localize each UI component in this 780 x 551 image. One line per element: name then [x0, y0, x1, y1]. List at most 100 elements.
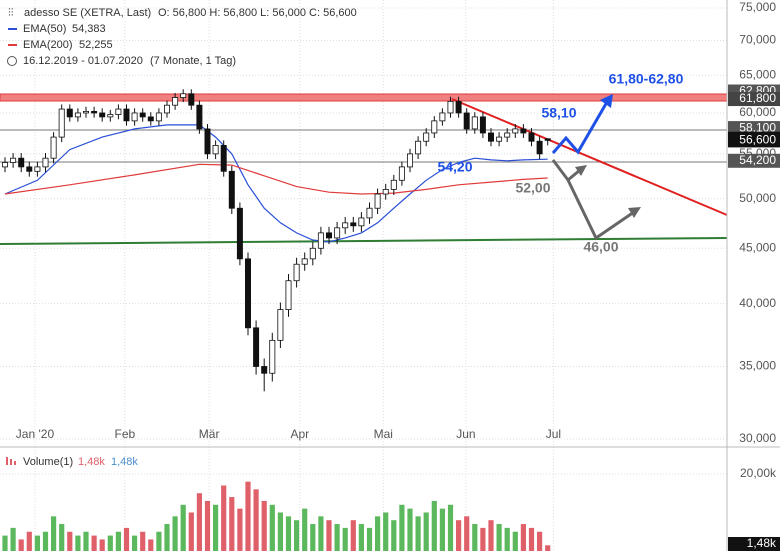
candle-body	[447, 100, 454, 114]
candle-body	[463, 112, 470, 130]
candle-body	[334, 227, 341, 239]
candle-body	[309, 247, 316, 260]
candle-body	[83, 110, 89, 114]
arrow-head	[628, 207, 641, 218]
volume-bar	[42, 531, 49, 551]
candle-body	[504, 132, 511, 138]
candle-body	[261, 366, 268, 374]
price-marker-label: 54,200	[739, 153, 776, 167]
volume-bar	[350, 520, 356, 551]
volume-bar	[99, 539, 105, 551]
candle-body	[2, 162, 8, 168]
volume-bar	[512, 531, 518, 551]
price-marker-label: 61,800	[739, 91, 776, 105]
volume-bar	[196, 493, 202, 551]
y-tick-label: 70,000	[739, 33, 776, 47]
x-tick-label: Feb	[115, 427, 136, 441]
clock-icon	[7, 56, 17, 66]
volume-bar	[51, 516, 57, 551]
candle-body	[253, 327, 260, 367]
x-tick-label: Jan '20	[16, 427, 55, 441]
candle-body	[212, 145, 219, 155]
price-marker-label: 58,100	[739, 120, 776, 134]
volume-bar	[415, 516, 421, 551]
volume-bar	[148, 539, 154, 551]
price-marker-label: 56,600	[739, 133, 776, 147]
volume-bar	[10, 527, 16, 551]
volume-bar	[383, 512, 389, 551]
candle-body	[358, 217, 365, 227]
price-marker	[728, 121, 780, 136]
volume-icon	[10, 459, 12, 465]
candle-body	[269, 339, 276, 374]
volume-bar	[391, 520, 397, 551]
volume-bar	[431, 500, 437, 551]
candle-body	[66, 108, 73, 118]
volume-bar	[18, 539, 24, 551]
volume-bar	[91, 535, 97, 551]
volume-value: 1,48k	[111, 456, 138, 468]
volume-bar	[423, 512, 429, 551]
volume-bar	[156, 531, 162, 551]
legend-label: EMA(200)	[23, 39, 73, 51]
volume-bar	[2, 535, 8, 551]
volume-bar	[285, 516, 292, 551]
volume-icon	[14, 461, 16, 465]
volume-bar	[318, 516, 324, 551]
volume-bar	[496, 524, 502, 551]
volume-bar	[83, 531, 89, 551]
candle-body	[139, 112, 146, 118]
candle-body	[488, 132, 494, 142]
candle-body	[50, 136, 57, 159]
annotation: 46,00	[583, 239, 618, 255]
y-tick-label: 50,000	[739, 191, 776, 205]
projection-arrow	[551, 101, 609, 155]
candle-body	[512, 128, 519, 134]
arrow-head	[575, 165, 587, 176]
candle-body	[431, 120, 438, 134]
candle-body	[455, 100, 462, 114]
volume-bar	[245, 481, 251, 551]
volume-bar	[334, 524, 340, 551]
volume-bar	[132, 535, 138, 551]
volume-bar	[366, 527, 373, 551]
price-marker	[728, 133, 780, 148]
candle-body	[147, 116, 154, 122]
annotation: 54,20	[437, 159, 472, 175]
volume-bar	[480, 527, 486, 551]
volume-bar	[537, 531, 543, 551]
candle-body	[10, 157, 17, 163]
candle-body	[398, 166, 405, 181]
volume-bar	[34, 535, 40, 551]
candle-body	[366, 207, 373, 219]
volume-bar	[75, 535, 81, 551]
candle-body	[180, 93, 187, 98]
candle-body	[301, 258, 308, 265]
volume-value: 1,48k	[78, 456, 105, 468]
volume-bar	[115, 531, 121, 551]
volume-bar	[358, 524, 364, 551]
ohlc: O: 56,800 H: 56,800 L: 56,000 C: 56,600	[158, 7, 357, 19]
y-tick-label: 20,00k	[740, 466, 777, 480]
candle-body	[342, 222, 349, 229]
volume-bar	[261, 500, 267, 551]
annotation: 52,00	[515, 180, 550, 196]
projection-arrow	[566, 179, 635, 241]
volume-bar	[472, 524, 478, 551]
candle-body	[115, 108, 122, 115]
candle-body	[155, 112, 162, 122]
title: adesso SE (XETRA, Last)	[24, 7, 151, 19]
volume-bar	[269, 504, 275, 551]
price-axis: 30,00035,00040,00045,00050,00055,00060,0…	[16, 0, 780, 551]
volume-bar	[26, 531, 32, 551]
candle-body	[42, 157, 49, 168]
candle-body	[277, 309, 284, 341]
date-span: (7 Monate, 1 Tag)	[150, 55, 236, 67]
volume-bar	[447, 504, 454, 551]
candle-body	[58, 108, 65, 138]
plot	[2, 89, 551, 551]
date-range: 16.12.2019 - 01.07.2020	[23, 55, 143, 67]
